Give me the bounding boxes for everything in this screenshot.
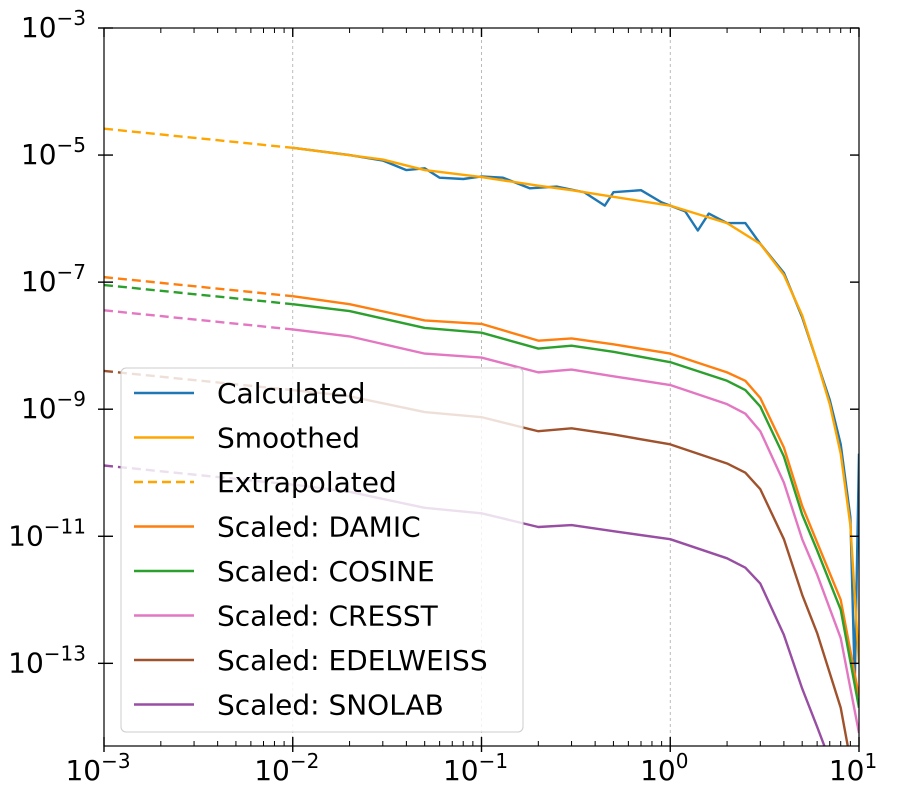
y-tick-label: 10−13 [8,641,86,679]
series-line-scaled-cosine [292,302,859,708]
x-tick-label: 10−2 [254,749,319,787]
legend-label: Scaled: DAMIC [217,511,421,544]
series-line-extrapolated-segment-10 [104,309,293,331]
x-tick-label: 100 [640,749,688,787]
series-line-extrapolated [104,127,293,150]
legend-label: Extrapolated [217,466,397,499]
legend: Calculated Smoothed Extrapolated Scaled: DA… [120,367,524,733]
y-tick-label: 10−11 [8,514,86,552]
x-tick-label: 10−3 [65,749,130,787]
y-tick-label: 10−7 [21,260,86,298]
series-line-extrapolated-segment-9 [104,283,293,306]
y-tick-label: 10−9 [21,387,86,425]
series-line-extrapolated-segment-8 [104,275,293,298]
legend-label: Scaled: COSINE [217,555,435,588]
legend-label: Scaled: EDELWEISS [217,644,488,677]
x-tick-label: 10−1 [443,749,508,787]
legend-label: Calculated [217,377,366,410]
legend-label: Scaled: CRESST [217,600,439,633]
legend-box [120,367,524,733]
legend-label: Scaled: SNOLAB [217,689,444,722]
tick-layer: 10−3 10−2 10−1 100 101 10−3 10−5 10−7 10−9 10−11 1… [8,6,877,787]
series-line-scaled-cresst [292,328,859,734]
series-line-scaled-damic [292,295,859,697]
x-tick-label: 101 [829,749,877,787]
y-tick-label: 10−3 [21,6,86,44]
legend-label: Smoothed [217,422,360,455]
y-tick-label: 10−5 [21,133,86,171]
series-line-smoothed [292,146,859,664]
